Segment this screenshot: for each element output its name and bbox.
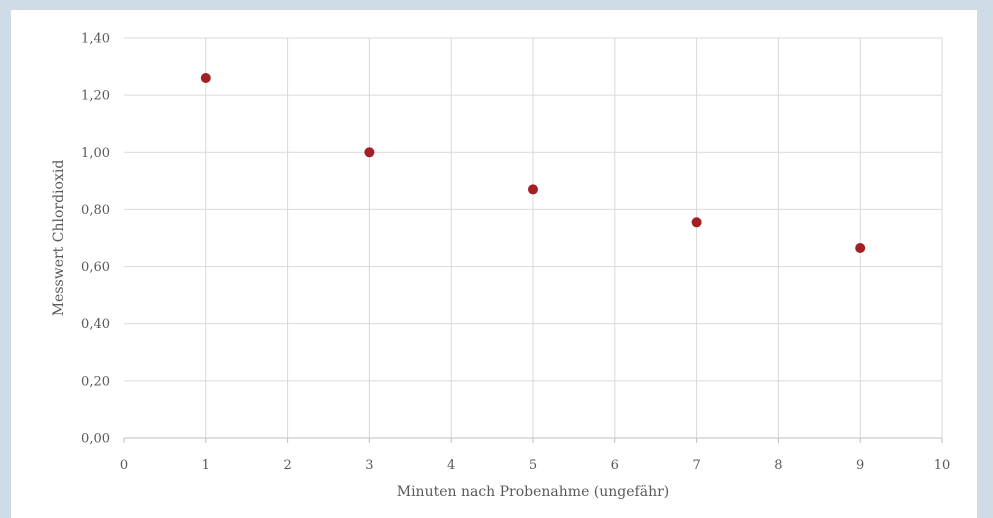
scatter-chart: 0 1 2 3 4 5 6 7 8 9 10 0,00 0,20 0,40 0,60 0,80 1,00 1,20… <box>51 32 950 501</box>
y-tick-label: 0,60 <box>81 260 110 275</box>
y-axis-title: Messwert Chlordioxid <box>51 160 67 317</box>
x-tick-label: 10 <box>934 458 951 473</box>
chart-panel: 0 1 2 3 4 5 6 7 8 9 10 0,00 0,20 0,40 0,60 0,80 1,00 1,20… <box>11 10 977 518</box>
y-tick-label: 0,80 <box>81 203 110 218</box>
data-points <box>200 73 866 253</box>
cropped-header-strip <box>0 0 993 10</box>
data-point <box>200 73 211 83</box>
y-tick-label: 0,20 <box>81 374 110 389</box>
data-point <box>691 217 702 228</box>
x-tick-label: 1 <box>202 458 210 473</box>
x-tick-label: 6 <box>611 458 619 473</box>
x-tick-label: 5 <box>529 458 537 473</box>
data-point <box>364 147 375 158</box>
y-tick-label: 1,40 <box>81 32 110 47</box>
x-tick-label: 4 <box>447 458 455 473</box>
x-tick-label: 0 <box>120 458 128 473</box>
x-tick-label: 8 <box>774 458 782 473</box>
y-tick-label: 0,00 <box>81 432 110 447</box>
grid-lines <box>123 37 943 443</box>
y-tick-label: 0,40 <box>81 317 110 332</box>
x-tick-label: 7 <box>692 458 700 473</box>
x-axis-title: Minuten nach Probenahme (ungefähr) <box>397 484 670 500</box>
y-tick-label: 1,00 <box>81 146 110 161</box>
y-tick-label: 1,20 <box>81 89 110 104</box>
x-tick-label: 9 <box>856 458 864 473</box>
data-point <box>855 243 866 253</box>
x-tick-label: 2 <box>283 458 291 473</box>
tick-labels: 0 1 2 3 4 5 6 7 8 9 10 0,00 0,20 0,40 0,60 0,80 1,00 1,20… <box>81 32 950 474</box>
data-point <box>528 184 538 195</box>
x-tick-label: 3 <box>365 458 373 473</box>
